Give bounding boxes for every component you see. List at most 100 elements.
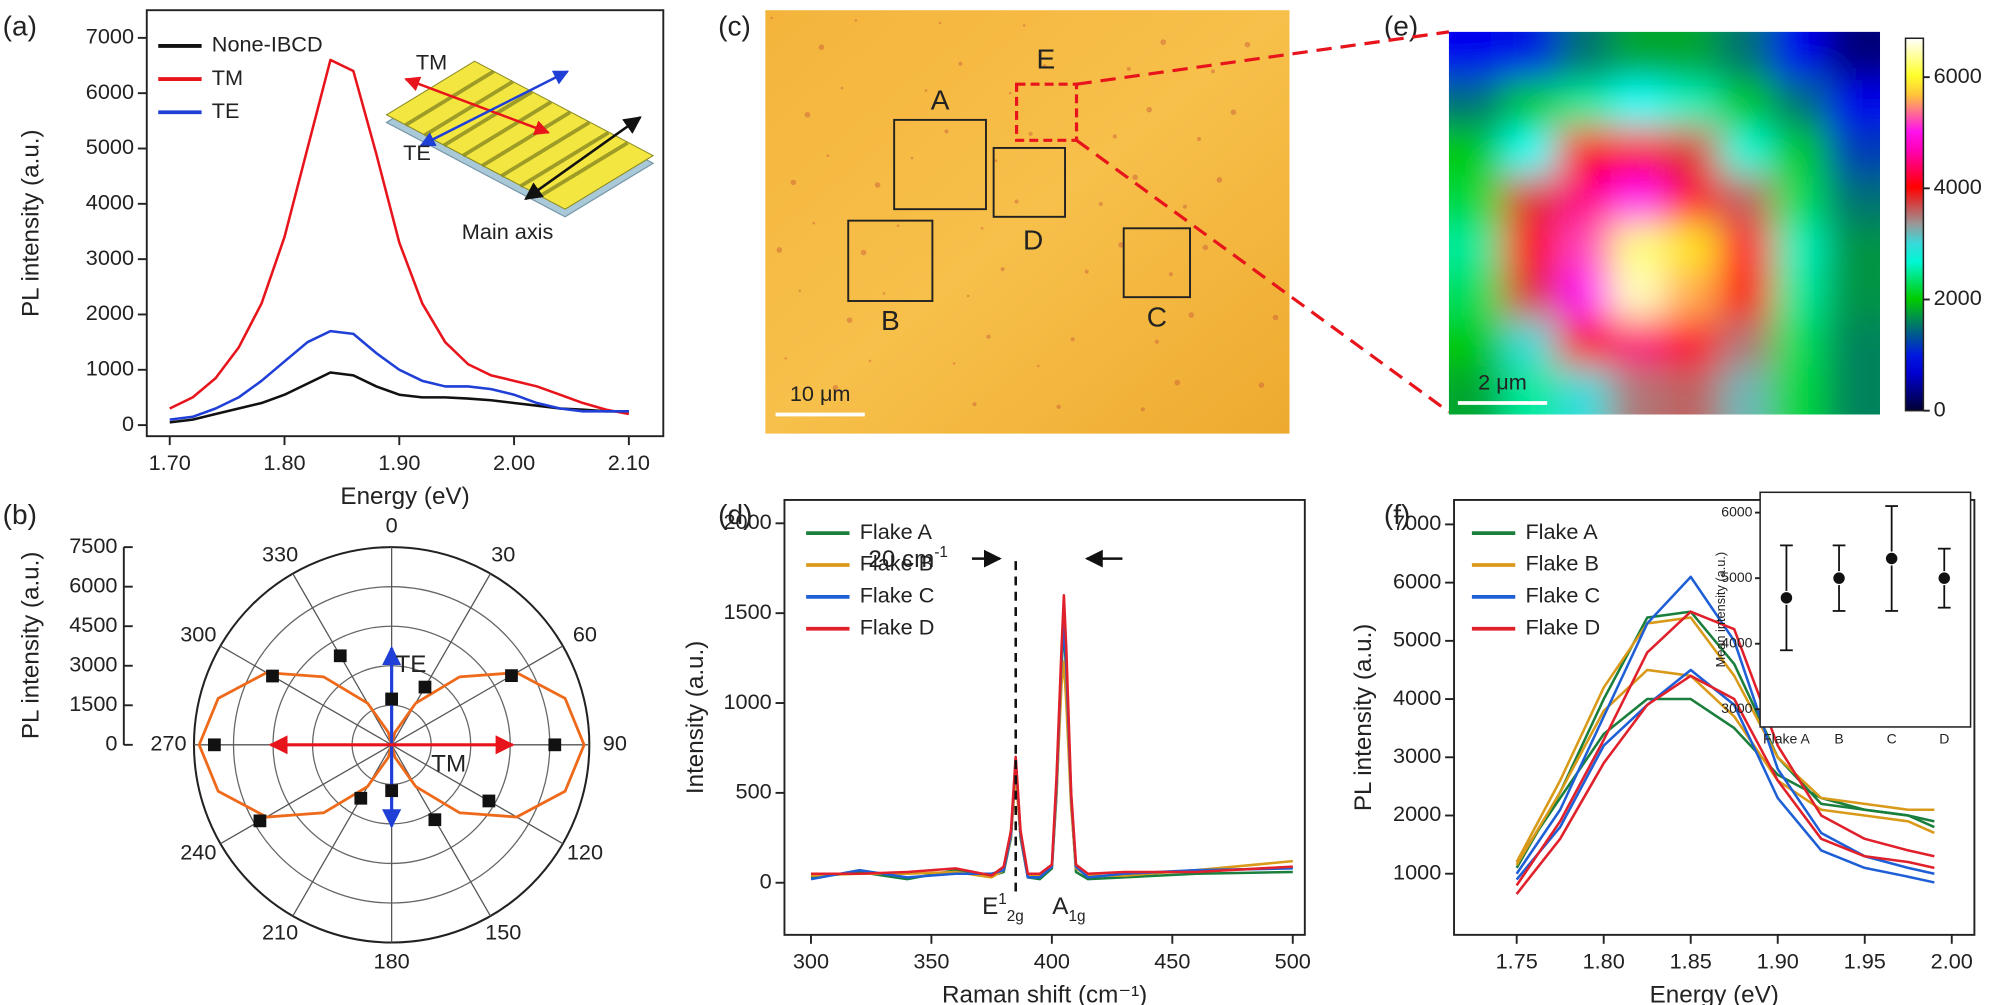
heatmap-cell: [1610, 31, 1666, 81]
angle-label: 240: [180, 840, 216, 865]
speck: [1230, 109, 1237, 116]
x-tick-label: 400: [1034, 949, 1070, 974]
heatmap-cell: [1772, 127, 1828, 177]
y-tick-label: 1000: [1393, 859, 1441, 884]
x-tick-label: 1.80: [1583, 949, 1625, 974]
x-tick-label: 350: [913, 949, 949, 974]
speck: [784, 357, 788, 360]
speck: [924, 89, 928, 92]
y-tick-label: 1500: [723, 599, 771, 624]
angle-label: 180: [374, 949, 410, 974]
angle-grid: [391, 573, 492, 746]
heatmap-cell: [1610, 318, 1666, 368]
heatmap-cell: [1664, 318, 1720, 368]
x-tick-label: 1.85: [1670, 949, 1712, 974]
speck: [980, 227, 984, 230]
speck: [1196, 136, 1201, 142]
speck: [1146, 106, 1153, 113]
legend-label: TM: [212, 65, 243, 90]
heatmap-cell: [1448, 366, 1505, 415]
region-label: E: [1037, 44, 1056, 75]
heatmap-cell: [1448, 31, 1505, 81]
heatmap-cell: [1502, 318, 1558, 368]
heatmap-cell: [1772, 366, 1828, 415]
scale-bar-label: 10 μm: [790, 381, 851, 406]
heatmap-cell: [1826, 127, 1881, 177]
legend-label: Flake B: [860, 551, 933, 576]
series-line: [169, 329, 629, 421]
data-point: [418, 680, 432, 694]
heatmap-cell: [1610, 127, 1666, 177]
speck: [1014, 199, 1019, 204]
heatmap-cell: [1556, 271, 1612, 321]
heatmap-cell: [1610, 271, 1666, 321]
y-tick-label: 3000: [86, 245, 134, 270]
heatmap-cell: [1502, 271, 1558, 321]
mean-point: [1937, 571, 1952, 586]
heatmap-cell: [1448, 318, 1505, 368]
x-tick-label: 1.75: [1496, 949, 1538, 974]
region-box: [1014, 82, 1079, 142]
y-tick-label: 500: [736, 779, 772, 804]
speck: [868, 359, 872, 363]
colorbar-tick-label: 4000: [1934, 174, 1982, 199]
y-tick-label: 1500: [69, 691, 117, 716]
y-tick-label: 2000: [1393, 801, 1441, 826]
speck: [1008, 91, 1012, 95]
colorbar-tick-label: 2000: [1934, 285, 1982, 310]
series-line: [810, 593, 1293, 877]
speck: [860, 249, 867, 256]
x-tick-label: 2.00: [493, 450, 535, 475]
speck: [770, 16, 773, 20]
heatmap-cell: [1664, 271, 1720, 321]
zoom-line: [1075, 139, 1450, 414]
speck: [812, 221, 816, 225]
inset-x-tick-label: C: [1887, 730, 1897, 746]
data-point: [253, 814, 267, 828]
speck: [1188, 312, 1195, 318]
region-label: A: [931, 84, 950, 115]
heatmap-cell: [1826, 79, 1881, 129]
plot-frame: [783, 498, 1306, 936]
data-point: [482, 794, 496, 808]
heatmap-cell: [1718, 271, 1774, 321]
series-line: [169, 58, 630, 416]
heatmap-cell: [1718, 31, 1774, 81]
heatmap-cell: [1826, 175, 1881, 225]
heatmap-cell: [1556, 31, 1612, 81]
y-tick-label: 5000: [86, 134, 134, 159]
colorbar-tick-label: 0: [1934, 396, 1946, 421]
heatmap-cell: [1772, 271, 1828, 321]
speck: [840, 86, 844, 90]
annotation-part: 20 cm: [868, 547, 934, 574]
heatmap-cell: [1772, 175, 1828, 225]
heatmap-cell: [1718, 175, 1774, 225]
annotation-part: A: [1052, 893, 1069, 920]
plot-frame: [145, 9, 665, 438]
speck: [1272, 314, 1279, 321]
speck: [1098, 202, 1103, 207]
data-point: [548, 738, 562, 752]
speck: [1202, 244, 1209, 251]
region-label: B: [881, 305, 900, 336]
colorbar: [1904, 37, 1925, 412]
y-tick-label: 6000: [69, 572, 117, 597]
speck: [1168, 272, 1173, 277]
mean-point: [1884, 551, 1899, 566]
speck: [1244, 41, 1251, 48]
heatmap-cell: [1448, 175, 1505, 225]
y-tick-label: 4000: [1393, 685, 1441, 710]
heatmap-cell: [1448, 223, 1505, 273]
speck: [804, 111, 811, 118]
angle-label: 0: [386, 512, 398, 537]
x-tick-label: 450: [1154, 949, 1190, 974]
inset-y-tick-label: 4000: [1721, 634, 1752, 650]
data-point: [333, 649, 347, 663]
speck: [832, 384, 839, 391]
angle-grid: [391, 744, 492, 917]
legend-label: Flake C: [860, 583, 935, 608]
angle-label: 300: [180, 622, 216, 647]
annotation: Main axis: [462, 219, 554, 244]
region-label: D: [1023, 225, 1043, 256]
